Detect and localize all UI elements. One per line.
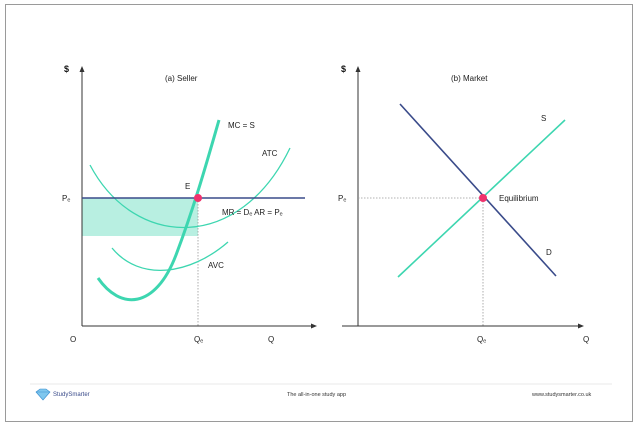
market-title: (b) Market — [451, 74, 488, 83]
mc-curve — [96, 119, 221, 302]
market-x-arrow — [578, 323, 584, 329]
seller-y-arrow — [79, 66, 85, 72]
point-e-label: E — [185, 182, 190, 191]
market-demand-line — [399, 103, 557, 277]
avc-curve — [111, 241, 229, 271]
equilibrium-label: Equilibrium — [499, 194, 539, 203]
demand-label: D — [546, 248, 552, 257]
origin-label: O — [70, 335, 76, 344]
footer-brand: StudySmarter — [53, 392, 90, 398]
studysmarter-logo-icon — [35, 388, 51, 401]
market-price-label: Pₑ — [338, 194, 346, 203]
supply-label: S — [541, 114, 546, 123]
footer: StudySmarter The all-in-one study app ww… — [30, 383, 612, 401]
market-y-axis-label: $ — [341, 64, 346, 74]
seller-price-label: Pₑ — [62, 194, 70, 203]
atc-label: ATC — [262, 149, 278, 158]
mc-label: MC = S — [228, 121, 255, 130]
market-q-label: Q — [583, 335, 589, 344]
seller-panel: $ (a) Seller MC = S ATC AVC E MR = Dₑ AR… — [62, 64, 317, 344]
market-y-arrow — [355, 66, 361, 72]
seller-qe-label: Qₑ — [194, 335, 203, 344]
seller-equilibrium-point — [194, 194, 202, 202]
seller-demand-label: MR = Dₑ AR = Pₑ — [222, 208, 283, 217]
market-qe-label: Qₑ — [477, 335, 486, 344]
atc-curve — [89, 147, 291, 229]
market-equilibrium-point — [479, 194, 487, 202]
footer-tagline: The all-in-one study app — [287, 392, 346, 398]
seller-q-label: Q — [268, 335, 274, 344]
footer-url: www.studysmarter.co.uk — [531, 392, 592, 398]
seller-title: (a) Seller — [165, 74, 198, 83]
seller-x-arrow — [311, 323, 317, 329]
seller-y-axis-label: $ — [64, 64, 69, 74]
market-panel: $ (b) Market S D Equilibrium Pₑ Qₑ Q — [338, 64, 589, 344]
avc-label: AVC — [208, 261, 224, 270]
